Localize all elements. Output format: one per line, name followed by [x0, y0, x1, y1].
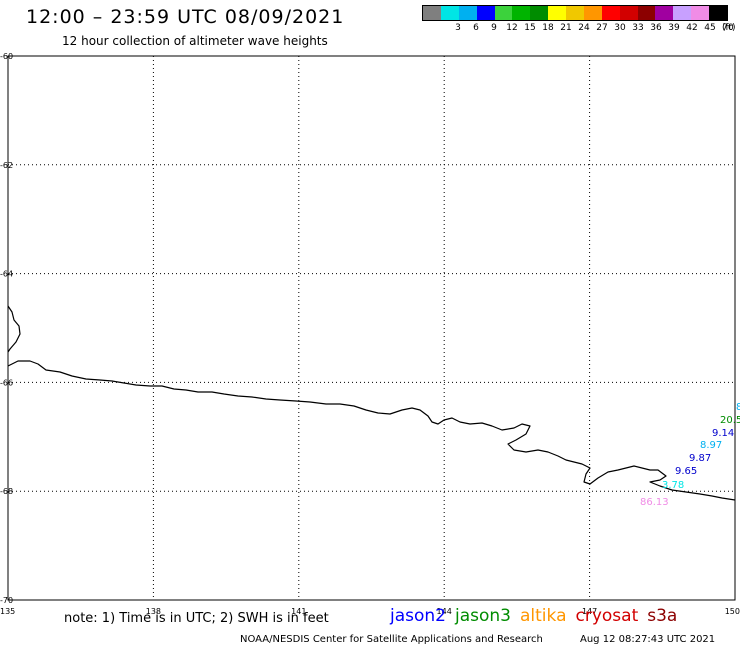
- wave-height-label: 9.65: [675, 466, 697, 477]
- color-scale-swatch: [476, 6, 495, 20]
- color-scale-label: 21: [560, 23, 572, 33]
- map-graticule: [8, 56, 735, 600]
- color-scale-label: 18: [542, 23, 554, 33]
- latitude-tick-label: -64: [0, 270, 13, 279]
- longitude-tick-label: 147: [582, 607, 597, 616]
- color-scale-label: 27: [596, 23, 608, 33]
- color-scale-swatch: [709, 6, 727, 20]
- longitude-tick-label: 144: [437, 607, 452, 616]
- antarctic-coastline: [7, 305, 736, 501]
- wave-height-label: 86.13: [640, 497, 669, 508]
- color-scale-swatch: [530, 6, 549, 20]
- color-scale-swatch: [512, 6, 531, 20]
- map-title: 12:00 – 23:59 UTC 08/09/2021: [26, 6, 345, 28]
- color-scale-swatches: [422, 5, 728, 21]
- wave-height-label: 8: [736, 402, 740, 413]
- color-scale-label: 70: [722, 23, 734, 33]
- footer-note: note: 1) Time is in UTC; 2) SWH is in fe…: [64, 611, 329, 626]
- latitude-tick-label: -70: [0, 596, 13, 605]
- color-scale-label: 36: [650, 23, 662, 33]
- wave-height-label: 9.87: [689, 453, 711, 464]
- satellite-cryosat-label: cryosat: [575, 606, 639, 626]
- color-scale-swatch: [566, 6, 584, 20]
- color-scale-swatch: [655, 6, 674, 20]
- color-scale-swatch: [440, 6, 459, 20]
- color-scale-label: 45: [704, 23, 716, 33]
- color-scale-labels: (ft) 3 6 9 12 15 18 21 24 27 30 33 36 39 42 45 70: [422, 21, 735, 35]
- color-scale-label: 39: [668, 23, 680, 33]
- map-frame: [7, 55, 736, 601]
- generated-timestamp: Aug 12 08:27:43 UTC 2021: [580, 634, 716, 645]
- satellite-jason3-label: jason3: [455, 606, 511, 626]
- wave-height-readings: 86.13 3.78 9.65 9.87 8.979.14 20.5 8: [640, 402, 740, 508]
- color-scale-label: 9: [491, 23, 497, 33]
- color-scale-swatch: [548, 6, 566, 20]
- color-scale-label: 30: [614, 23, 626, 33]
- color-scale-swatch: [637, 6, 656, 20]
- longitude-tick-label: 141: [291, 607, 306, 616]
- wave-height-label: 8.97: [700, 440, 722, 451]
- longitude-tick-label: 138: [146, 607, 161, 616]
- color-scale-label: 24: [578, 23, 590, 33]
- latitude-tick-label: -62: [0, 161, 13, 170]
- color-scale-swatch: [691, 6, 709, 20]
- credit-line: NOAA/NESDIS Center for Satellite Applica…: [240, 634, 543, 645]
- color-scale-swatch: [583, 6, 602, 20]
- map-axis-labels: 135 138 141 144 147 150 -60 -62 -64 -66 -68 -70: [0, 52, 740, 616]
- latitude-tick-label: -60: [0, 52, 13, 61]
- wave-height-label: 20.5: [720, 415, 740, 426]
- latitude-tick-label: -66: [0, 378, 13, 387]
- wave-height-label: 9.14: [712, 428, 734, 439]
- wave-height-color-scale: (ft) 3 6 9 12 15 18 21 24 27 30 33 36 39 42 45 70: [422, 5, 736, 35]
- longitude-tick-label: 135: [0, 607, 15, 616]
- satellite-legend: jason2 jason3 altika cryosat s3a: [390, 606, 686, 626]
- color-scale-swatch: [673, 6, 692, 20]
- color-scale-label: 42: [686, 23, 698, 33]
- map-subtitle: 12 hour collection of altimeter wave hei…: [62, 34, 328, 48]
- color-scale-label: 33: [632, 23, 644, 33]
- color-scale-swatch: [423, 6, 441, 20]
- color-scale-swatch: [494, 6, 513, 20]
- color-scale-swatch: [619, 6, 638, 20]
- color-scale-swatch: [458, 6, 477, 20]
- satellite-altika-label: altika: [520, 606, 567, 626]
- color-scale-label: 3: [455, 23, 461, 33]
- color-scale-unit: (ft): [722, 23, 736, 33]
- longitude-tick-label: 150: [725, 607, 740, 616]
- color-scale-swatch: [601, 6, 620, 20]
- color-scale-label: 6: [473, 23, 479, 33]
- color-scale-label: 12: [506, 23, 518, 33]
- wave-height-label: 3.78: [662, 480, 684, 491]
- latitude-tick-label: -68: [0, 487, 13, 496]
- color-scale-label: 15: [524, 23, 536, 33]
- satellite-s3a-label: s3a: [647, 606, 678, 626]
- satellite-jason2-label: jason2: [390, 606, 446, 626]
